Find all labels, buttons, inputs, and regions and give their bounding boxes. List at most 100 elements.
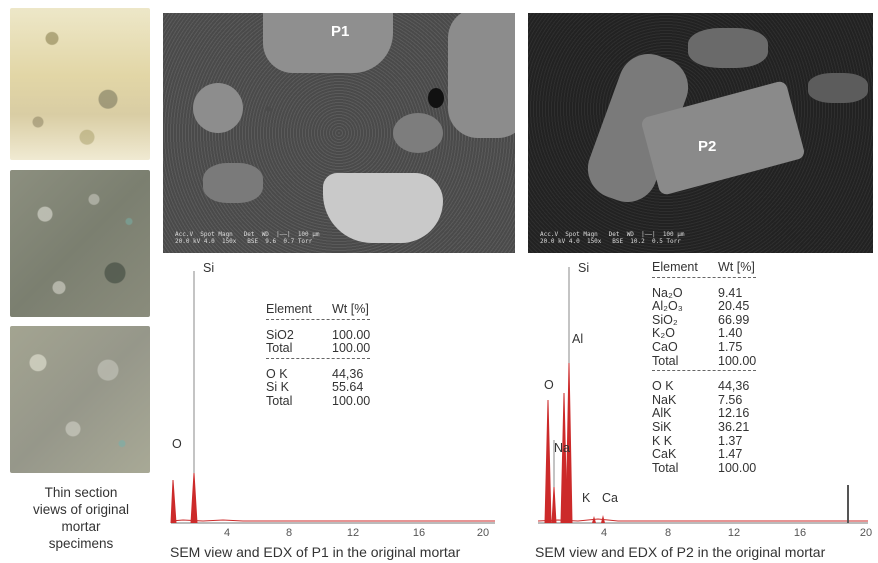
header-element: Element [266, 302, 312, 316]
cell: 36.21 [718, 419, 750, 434]
x-tick-4: 4 [224, 527, 230, 539]
caption-line: mortar [61, 519, 101, 534]
si-peak [565, 362, 573, 524]
table-row: Total 100.00 [652, 353, 757, 369]
spectrum-baseline [170, 519, 495, 522]
table-row: SiO₂ 66.99 [652, 313, 756, 328]
cell: 55.64 [332, 380, 364, 395]
cell: 1.47 [718, 447, 743, 462]
spectrum-baseline [537, 518, 868, 522]
header-wt: Wt [%] [332, 302, 369, 316]
x-tick-labels: 4 8 12 16 20 [224, 527, 489, 539]
table-row: SiK 36.21 [652, 419, 756, 435]
o-peak [544, 399, 552, 524]
table-row: Si K 55.64 [266, 381, 370, 395]
caption-p1: SEM view and EDX of P1 in the original m… [170, 544, 461, 560]
o-peak [170, 479, 177, 524]
cell: CaO [652, 339, 678, 354]
table-row: SiO2 100.00 [266, 327, 371, 343]
edx-table-p2: Element Wt [%] Na₂O 9.41 Al₂O₃ 20.45 SiO₂ 66… [652, 260, 757, 476]
peak-label-o: O [544, 378, 554, 392]
header-element: Element [652, 260, 698, 274]
cell: 12.16 [718, 406, 750, 421]
table-row: Total 100.00 [652, 460, 757, 476]
cell: Total [266, 341, 293, 356]
cell: 100.00 [718, 460, 757, 475]
cell: Total [266, 393, 293, 408]
table-header: Element Wt [%] [266, 302, 370, 317]
edx-table-p1: Element Wt [%] SiO2 100.00 Total 100.00 O K… [266, 302, 371, 409]
x-tick-8: 8 [286, 527, 292, 539]
table-row: Total 100.00 [266, 393, 371, 409]
cell: 9.41 [718, 285, 743, 300]
thin-section-caption: Thin section views of original mortar sp… [8, 484, 154, 552]
peak-label-si: Si [203, 261, 214, 275]
cell: 100.00 [332, 393, 371, 408]
x-tick-12: 12 [728, 527, 740, 539]
peak-label-k: K [582, 491, 591, 505]
table-row: AlK 12.16 [652, 407, 756, 421]
table-row: K₂O 1.40 [652, 327, 756, 341]
cell: Na₂O [652, 285, 683, 300]
x-tick-8: 8 [665, 527, 671, 539]
ca-peak [601, 515, 605, 523]
cell: CaK [652, 447, 677, 462]
sem-p2-label: P2 [698, 138, 717, 155]
sem-image-p1: P1 Acc.V Spot Magn Det WD |——| 100 µm 20… [163, 13, 515, 253]
cell: SiK [652, 419, 672, 434]
table-header: Element Wt [%] [652, 260, 756, 275]
si-peak [190, 472, 198, 524]
peak-label-na: Na [554, 441, 570, 455]
x-tick-16: 16 [794, 527, 806, 539]
table-row: O K 44,36 [266, 366, 370, 382]
cell: Total [652, 353, 679, 368]
caption-p2: SEM view and EDX of P2 in the original m… [535, 544, 826, 560]
sem-image-p2: P2 Acc.V Spot Magn Det WD |——| 100 µm 20… [528, 13, 873, 253]
x-tick-4: 4 [601, 527, 607, 539]
cell: SiO2 [266, 327, 294, 342]
cell: 1.40 [718, 326, 743, 341]
cell: 44,36 [332, 366, 364, 381]
cell: 44,36 [718, 379, 750, 394]
al-peak [560, 392, 568, 524]
sem-p2-scale-info: Acc.V Spot Magn Det WD |——| 100 µm 20.0 … [540, 231, 685, 245]
cell: 100.00 [332, 341, 371, 356]
table-row: Total 100.00 [266, 341, 371, 356]
cell: Al₂O₃ [652, 299, 683, 314]
table-row: K K 1.37 [652, 433, 756, 449]
peak-label-al: Al [572, 332, 583, 346]
cell: AlK [652, 406, 672, 421]
table-row: CaO 1.75 [652, 339, 756, 355]
sem-p1-scale-info: Acc.V Spot Magn Det WD |——| 100 µm 20.0 … [175, 231, 320, 245]
cell: K₂O [652, 326, 675, 341]
x-tick-12: 12 [347, 527, 359, 539]
cell: NaK [652, 392, 677, 407]
cell: O K [652, 379, 674, 394]
cell: 1.75 [718, 339, 743, 354]
edx-spectrum-p2: Si Al O Na K Ca 4 8 12 16 20 [537, 261, 872, 539]
cell: 7.56 [718, 392, 743, 407]
x-tick-labels: 4 8 12 16 20 [601, 527, 872, 539]
caption-line: Thin section [44, 485, 118, 500]
cell: K K [652, 433, 673, 448]
x-tick-20: 20 [477, 527, 489, 539]
table-row: NaK 7.56 [652, 392, 756, 408]
cell: Total [652, 460, 679, 475]
table-row: Al₂O₃ 20.45 [652, 299, 756, 314]
peak-label-o: O [172, 437, 182, 451]
peak-label-ca: Ca [602, 491, 618, 505]
divider [652, 370, 756, 377]
cell: 20.45 [718, 299, 750, 314]
divider [266, 318, 370, 326]
table-row: Na₂O 9.41 [652, 285, 756, 301]
peak-label-si: Si [578, 261, 589, 275]
divider [652, 276, 756, 284]
thin-section-image-3 [10, 326, 150, 473]
cell: 100.00 [332, 327, 371, 342]
thin-section-image-1 [10, 8, 150, 160]
cell: 100.00 [718, 353, 757, 368]
cell: 1.37 [718, 433, 743, 448]
thin-section-image-2 [10, 170, 150, 317]
k-peak [592, 516, 596, 523]
na-peak [551, 486, 557, 524]
